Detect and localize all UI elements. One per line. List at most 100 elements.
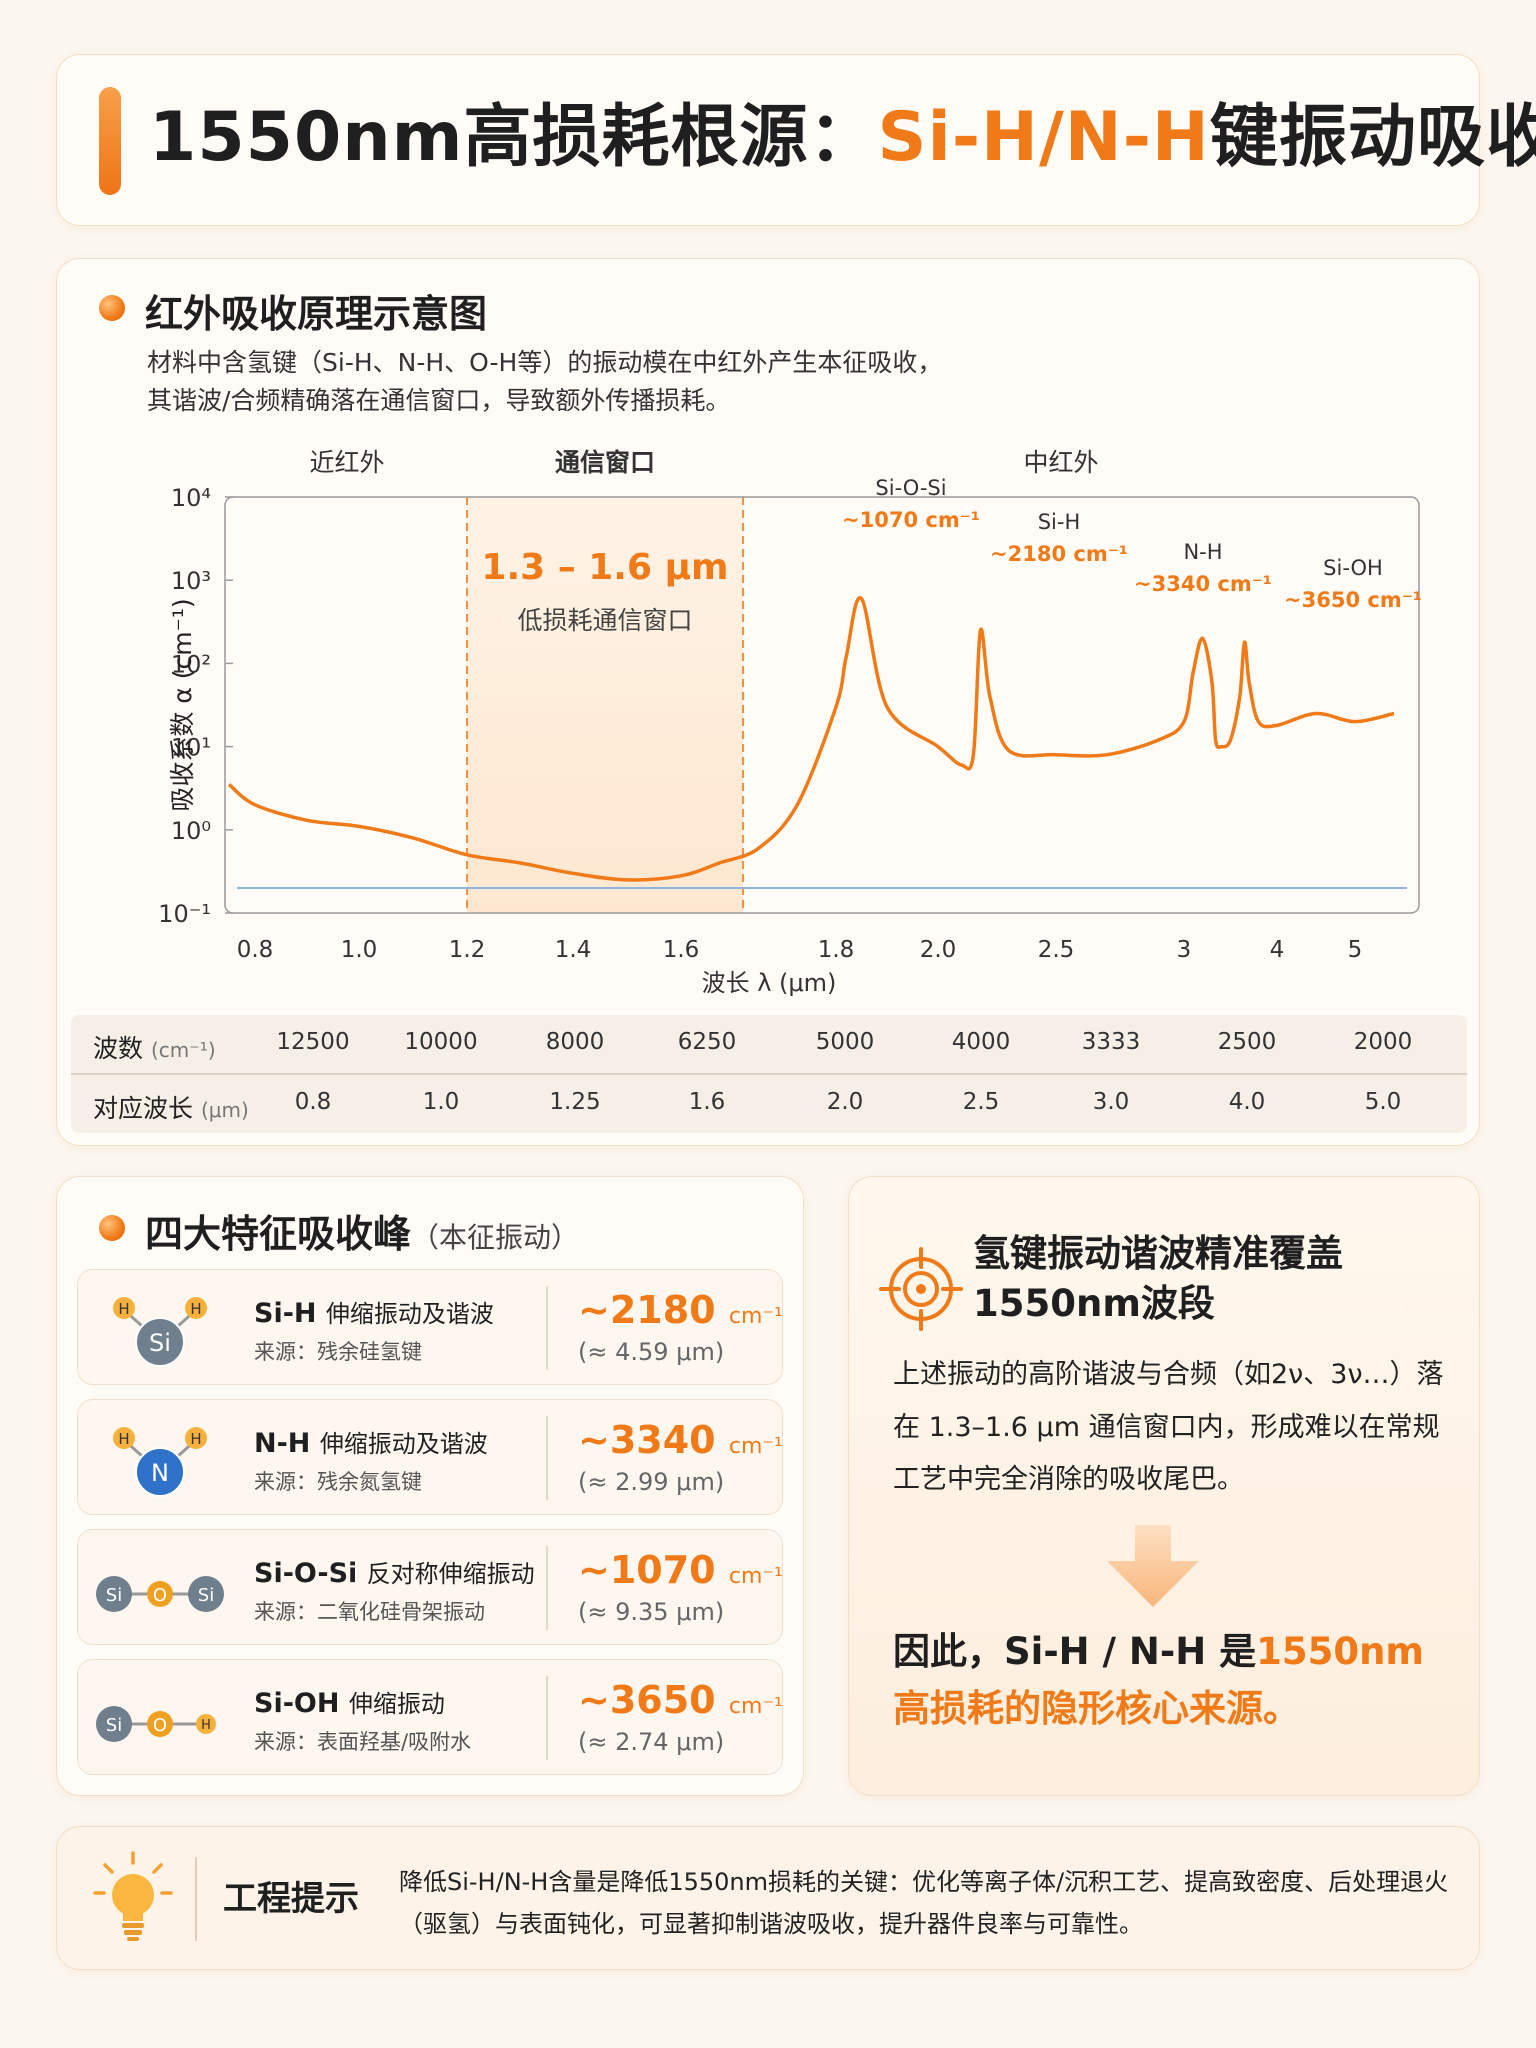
- region-label: 中红外: [1023, 448, 1098, 477]
- header-accent-bar: [99, 87, 121, 195]
- peak-wavenumber: ~3340 cm⁻¹: [578, 1418, 783, 1462]
- region-label: 通信窗口: [555, 448, 655, 477]
- wavenumber-cell: 3333: [1081, 1029, 1141, 1055]
- peak-value-label: ~1070 cm⁻¹: [842, 508, 980, 532]
- svg-text:O: O: [153, 1715, 167, 1736]
- x-tick-label: 1.4: [555, 937, 592, 963]
- wavenumber-cell: 10000: [404, 1029, 478, 1055]
- svg-text:H: H: [190, 1430, 201, 1448]
- x-tick-label: 2.5: [1038, 937, 1075, 963]
- y-axis-label: 吸收系数 α (cm⁻¹): [168, 598, 197, 811]
- peak-value-label: ~2180 cm⁻¹: [990, 542, 1128, 566]
- section-dot-icon: [99, 1215, 125, 1241]
- header-card: 1550nm高损耗根源：Si-H/N-H键振动吸收: [56, 54, 1536, 226]
- peak-value-label: ~3650 cm⁻¹: [1284, 588, 1422, 612]
- svg-text:H: H: [118, 1300, 129, 1318]
- y-tick-label: 10²: [171, 650, 211, 678]
- peak-item: N H H N-H 伸缩振动及谐波 来源：残余氮氢键 ~3340 cm⁻¹ (≈ 2…: [77, 1399, 783, 1515]
- wavenumber-cell: 6250: [677, 1029, 737, 1055]
- peak-source: 来源：二氧化硅骨架振动: [254, 1600, 485, 1624]
- x-tick-label: 1.2: [449, 937, 486, 963]
- peak-wavelength: (≈ 4.59 μm): [578, 1338, 725, 1366]
- y-tick-label: 10⁰: [171, 817, 211, 845]
- absorption-chart: 10⁴ 10³ 10² 10¹ 10⁰ 10⁻¹ 0.8 1.0 1.2 1.4 1.6 1.8 2.0…: [158, 448, 1422, 997]
- svg-text:O: O: [153, 1585, 167, 1606]
- svg-text:H: H: [201, 1718, 211, 1733]
- wavelength-cell: 0.8: [294, 1089, 332, 1115]
- conclusion-final: 因此，Si-H / N-H 是1550nm高损耗的隐形核心来源。: [893, 1630, 1424, 1731]
- x-tick-label: 1.0: [341, 937, 378, 963]
- tip-body: 降低Si-H/N-H含量是降低1550nm损耗的关键：优化等离子体/沉积工艺、提…: [399, 1868, 1449, 1938]
- peak-divider: [546, 1546, 548, 1630]
- wavenumber-table: 波数 (cm⁻¹) 12500 10000 8000 6250 5000 4000 3333…: [71, 1015, 1467, 1133]
- x-tick-label: 1.8: [818, 937, 855, 963]
- peak-wavenumber: ~2180 cm⁻¹: [578, 1288, 783, 1332]
- window-range-label: 1.3 – 1.6 μm: [481, 547, 728, 588]
- wavelength-cell: 3.0: [1092, 1089, 1130, 1115]
- wavenumber-cell: 5000: [815, 1029, 875, 1055]
- region-label: 近红外: [309, 448, 384, 477]
- wavelength-cell: 2.0: [826, 1089, 864, 1115]
- wavenumber-row-label: 波数 (cm⁻¹): [93, 1034, 216, 1063]
- conclusion-title: 氢键振动谐波精准覆盖 1550nm波段: [973, 1232, 1343, 1325]
- peak-source: 来源：表面羟基/吸附水: [254, 1730, 472, 1754]
- peak-name-label: Si-O-Si: [875, 476, 946, 500]
- absorption-series-line: [227, 596, 1395, 882]
- peak-divider: [546, 1676, 548, 1760]
- peak-source: 来源：残余硅氢键: [254, 1340, 422, 1364]
- chart-desc-line2: 其谐波/合频精确落在通信窗口，导致额外传播损耗。: [147, 386, 731, 415]
- peaks-section-title: 四大特征吸收峰（本征振动）: [145, 1212, 580, 1256]
- peak-bond: N-H 伸缩振动及谐波: [254, 1428, 488, 1459]
- peak-source: 来源：残余氮氢键: [254, 1470, 422, 1494]
- wavenumber-cell: 8000: [545, 1029, 605, 1055]
- peak-bond: Si-H 伸缩振动及谐波: [254, 1298, 494, 1329]
- peak-divider: [546, 1286, 548, 1370]
- y-tick-label: 10⁻¹: [158, 900, 211, 928]
- x-axis-label: 波长 λ (μm): [702, 969, 837, 997]
- peak-name-label: Si-OH: [1323, 556, 1383, 580]
- svg-text:H: H: [118, 1430, 129, 1448]
- target-icon: [879, 1247, 963, 1331]
- x-tick-label: 2.0: [920, 937, 957, 963]
- peak-wavenumber: ~3650 cm⁻¹: [578, 1678, 783, 1722]
- y-tick-label: 10⁴: [171, 484, 211, 512]
- wavenumber-row: 波数 (cm⁻¹) 12500 10000 8000 6250 5000 4000 3333…: [71, 1015, 1467, 1073]
- peak-name-label: Si-H: [1038, 510, 1081, 534]
- peak-wavenumber: ~1070 cm⁻¹: [578, 1548, 783, 1592]
- y-tick-label: 10¹: [171, 734, 211, 762]
- plot-frame: [224, 496, 1420, 914]
- y-tick-label: 10³: [171, 567, 211, 595]
- conclusion-body: 上述振动的高阶谐波与合频（如2ν、3ν…）落在 1.3–1.6 μm 通信窗口内…: [893, 1359, 1444, 1496]
- wavenumber-cell: 2000: [1353, 1029, 1413, 1055]
- x-tick-label: 0.8: [237, 937, 274, 963]
- peak-bond: Si-OH 伸缩振动: [254, 1688, 445, 1719]
- wavelength-cell: 1.6: [688, 1089, 726, 1115]
- tip-card: 工程提示 降低Si-H/N-H含量是降低1550nm损耗的关键：优化等离子体/沉…: [56, 1826, 1480, 1970]
- lightbulb-icon: [93, 1851, 173, 1941]
- wavelength-cell: 2.5: [962, 1089, 1000, 1115]
- wavelength-cell: 4.0: [1228, 1089, 1266, 1115]
- svg-text:Si: Si: [149, 1329, 171, 1357]
- conclusion-card: 氢键振动谐波精准覆盖 1550nm波段 上述振动的高阶谐波与合频（如2ν、3ν……: [848, 1176, 1480, 1796]
- peak-wavelength: (≈ 9.35 μm): [578, 1598, 725, 1626]
- x-tick-label: 3: [1177, 937, 1192, 963]
- wavelength-cell: 1.25: [549, 1089, 601, 1115]
- peak-name-label: N-H: [1183, 540, 1222, 564]
- wavelength-cell: 1.0: [422, 1089, 460, 1115]
- section-dot-icon: [99, 295, 125, 321]
- peak-divider: [546, 1416, 548, 1500]
- peak-item: Si H H Si-H 伸缩振动及谐波 来源：残余硅氢键 ~2180 cm⁻¹ (≈…: [77, 1269, 783, 1385]
- tip-divider: [195, 1857, 197, 1941]
- wavelength-cell: 5.0: [1364, 1089, 1402, 1115]
- molecule-icon: Si H H: [90, 1284, 230, 1372]
- wavenumber-cell: 4000: [951, 1029, 1011, 1055]
- peak-value-label: ~3340 cm⁻¹: [1134, 572, 1272, 596]
- arrow-down-icon: [1107, 1525, 1199, 1607]
- svg-text:Si: Si: [106, 1715, 122, 1736]
- wavelength-row-label: 对应波长 (μm): [93, 1094, 249, 1123]
- window-caption: 低损耗通信窗口: [517, 606, 692, 635]
- page-title: 1550nm高损耗根源：Si-H/N-H键振动吸收: [149, 98, 1536, 177]
- peak-item: Si O H Si-OH 伸缩振动 来源：表面羟基/吸附水 ~3650 cm⁻¹ (…: [77, 1659, 783, 1775]
- tip-title: 工程提示: [223, 1879, 359, 1919]
- peak-bond: Si-O-Si 反对称伸缩振动: [254, 1558, 535, 1589]
